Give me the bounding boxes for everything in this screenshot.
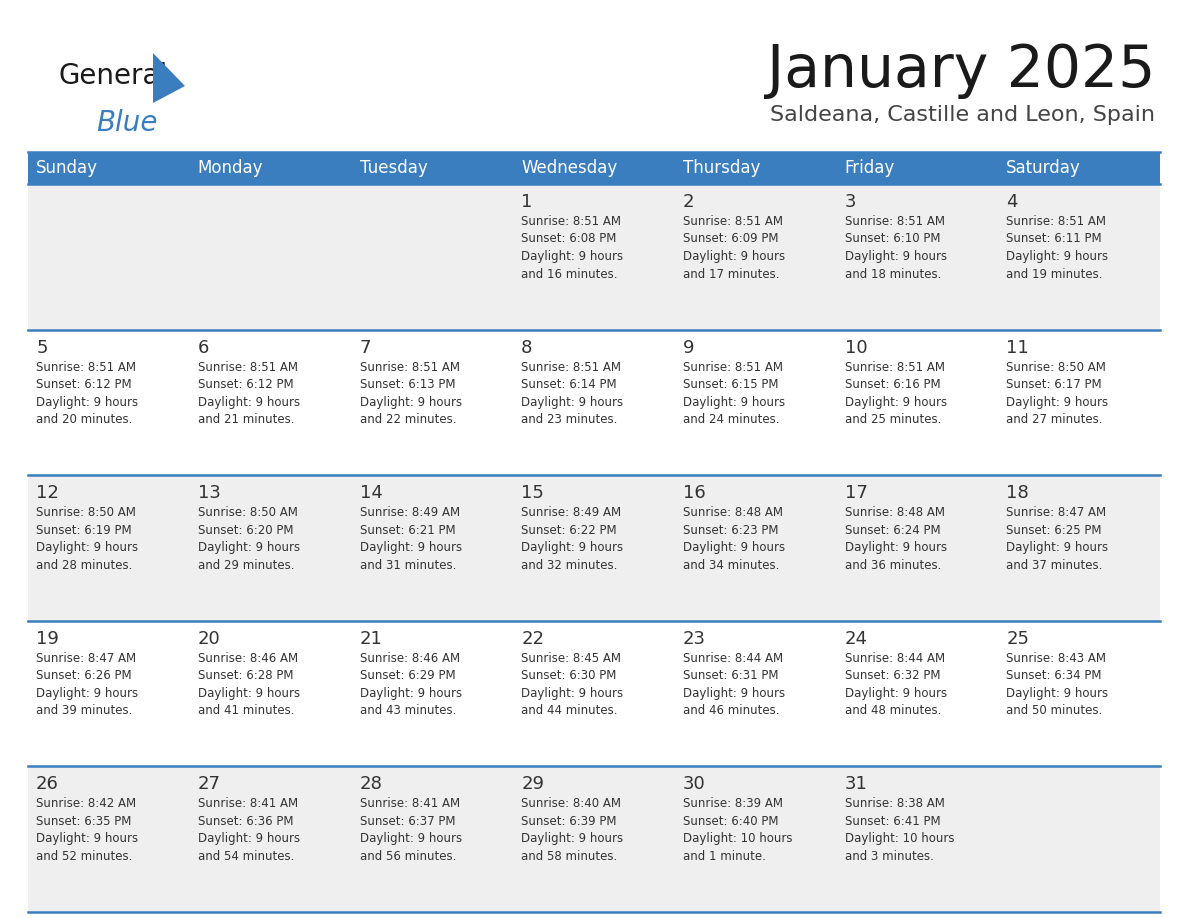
Text: 27: 27 xyxy=(197,776,221,793)
Text: Sunrise: 8:48 AM
Sunset: 6:24 PM
Daylight: 9 hours
and 36 minutes.: Sunrise: 8:48 AM Sunset: 6:24 PM Dayligh… xyxy=(845,506,947,572)
Text: 24: 24 xyxy=(845,630,867,648)
Text: Sunrise: 8:39 AM
Sunset: 6:40 PM
Daylight: 10 hours
and 1 minute.: Sunrise: 8:39 AM Sunset: 6:40 PM Dayligh… xyxy=(683,798,792,863)
Text: Sunrise: 8:44 AM
Sunset: 6:32 PM
Daylight: 9 hours
and 48 minutes.: Sunrise: 8:44 AM Sunset: 6:32 PM Dayligh… xyxy=(845,652,947,717)
Text: 23: 23 xyxy=(683,630,706,648)
Text: Sunrise: 8:50 AM
Sunset: 6:20 PM
Daylight: 9 hours
and 29 minutes.: Sunrise: 8:50 AM Sunset: 6:20 PM Dayligh… xyxy=(197,506,299,572)
Text: 26: 26 xyxy=(36,776,59,793)
Bar xyxy=(29,152,1159,184)
Text: Sunrise: 8:41 AM
Sunset: 6:37 PM
Daylight: 9 hours
and 56 minutes.: Sunrise: 8:41 AM Sunset: 6:37 PM Dayligh… xyxy=(360,798,462,863)
Text: 29: 29 xyxy=(522,776,544,793)
Text: 1: 1 xyxy=(522,193,532,211)
Text: Sunrise: 8:51 AM
Sunset: 6:10 PM
Daylight: 9 hours
and 18 minutes.: Sunrise: 8:51 AM Sunset: 6:10 PM Dayligh… xyxy=(845,215,947,281)
Text: 20: 20 xyxy=(197,630,221,648)
Text: 6: 6 xyxy=(197,339,209,356)
Polygon shape xyxy=(153,53,185,103)
Text: Sunrise: 8:47 AM
Sunset: 6:26 PM
Daylight: 9 hours
and 39 minutes.: Sunrise: 8:47 AM Sunset: 6:26 PM Dayligh… xyxy=(36,652,138,717)
Text: January 2025: January 2025 xyxy=(766,42,1155,99)
Text: Sunday: Sunday xyxy=(36,159,99,177)
Text: 4: 4 xyxy=(1006,193,1018,211)
Text: 13: 13 xyxy=(197,484,221,502)
Text: Blue: Blue xyxy=(96,109,158,137)
Text: 12: 12 xyxy=(36,484,59,502)
Text: Sunrise: 8:46 AM
Sunset: 6:28 PM
Daylight: 9 hours
and 41 minutes.: Sunrise: 8:46 AM Sunset: 6:28 PM Dayligh… xyxy=(197,652,299,717)
Text: Sunrise: 8:51 AM
Sunset: 6:11 PM
Daylight: 9 hours
and 19 minutes.: Sunrise: 8:51 AM Sunset: 6:11 PM Dayligh… xyxy=(1006,215,1108,281)
Text: Sunrise: 8:50 AM
Sunset: 6:19 PM
Daylight: 9 hours
and 28 minutes.: Sunrise: 8:50 AM Sunset: 6:19 PM Dayligh… xyxy=(36,506,138,572)
Text: Sunrise: 8:48 AM
Sunset: 6:23 PM
Daylight: 9 hours
and 34 minutes.: Sunrise: 8:48 AM Sunset: 6:23 PM Dayligh… xyxy=(683,506,785,572)
Text: 3: 3 xyxy=(845,193,857,211)
Text: Sunrise: 8:45 AM
Sunset: 6:30 PM
Daylight: 9 hours
and 44 minutes.: Sunrise: 8:45 AM Sunset: 6:30 PM Dayligh… xyxy=(522,652,624,717)
Text: Sunrise: 8:38 AM
Sunset: 6:41 PM
Daylight: 10 hours
and 3 minutes.: Sunrise: 8:38 AM Sunset: 6:41 PM Dayligh… xyxy=(845,798,954,863)
Text: 19: 19 xyxy=(36,630,59,648)
Text: 10: 10 xyxy=(845,339,867,356)
Text: Friday: Friday xyxy=(845,159,895,177)
Text: 31: 31 xyxy=(845,776,867,793)
Text: 30: 30 xyxy=(683,776,706,793)
Text: 2: 2 xyxy=(683,193,695,211)
Text: 18: 18 xyxy=(1006,484,1029,502)
Text: Tuesday: Tuesday xyxy=(360,159,428,177)
Text: Sunrise: 8:51 AM
Sunset: 6:09 PM
Daylight: 9 hours
and 17 minutes.: Sunrise: 8:51 AM Sunset: 6:09 PM Dayligh… xyxy=(683,215,785,281)
Text: Sunrise: 8:42 AM
Sunset: 6:35 PM
Daylight: 9 hours
and 52 minutes.: Sunrise: 8:42 AM Sunset: 6:35 PM Dayligh… xyxy=(36,798,138,863)
Text: 25: 25 xyxy=(1006,630,1029,648)
Text: Sunrise: 8:51 AM
Sunset: 6:08 PM
Daylight: 9 hours
and 16 minutes.: Sunrise: 8:51 AM Sunset: 6:08 PM Dayligh… xyxy=(522,215,624,281)
Text: Sunrise: 8:51 AM
Sunset: 6:12 PM
Daylight: 9 hours
and 21 minutes.: Sunrise: 8:51 AM Sunset: 6:12 PM Dayligh… xyxy=(197,361,299,426)
Text: 5: 5 xyxy=(36,339,48,356)
Bar xyxy=(29,330,1159,476)
Text: Saturday: Saturday xyxy=(1006,159,1081,177)
Text: Sunrise: 8:47 AM
Sunset: 6:25 PM
Daylight: 9 hours
and 37 minutes.: Sunrise: 8:47 AM Sunset: 6:25 PM Dayligh… xyxy=(1006,506,1108,572)
Text: Sunrise: 8:51 AM
Sunset: 6:14 PM
Daylight: 9 hours
and 23 minutes.: Sunrise: 8:51 AM Sunset: 6:14 PM Dayligh… xyxy=(522,361,624,426)
Bar xyxy=(29,767,1159,912)
Text: Sunrise: 8:49 AM
Sunset: 6:21 PM
Daylight: 9 hours
and 31 minutes.: Sunrise: 8:49 AM Sunset: 6:21 PM Dayligh… xyxy=(360,506,462,572)
Text: Sunrise: 8:46 AM
Sunset: 6:29 PM
Daylight: 9 hours
and 43 minutes.: Sunrise: 8:46 AM Sunset: 6:29 PM Dayligh… xyxy=(360,652,462,717)
Text: Sunrise: 8:51 AM
Sunset: 6:13 PM
Daylight: 9 hours
and 22 minutes.: Sunrise: 8:51 AM Sunset: 6:13 PM Dayligh… xyxy=(360,361,462,426)
Text: 14: 14 xyxy=(360,484,383,502)
Text: 7: 7 xyxy=(360,339,371,356)
Text: 21: 21 xyxy=(360,630,383,648)
Text: Sunrise: 8:50 AM
Sunset: 6:17 PM
Daylight: 9 hours
and 27 minutes.: Sunrise: 8:50 AM Sunset: 6:17 PM Dayligh… xyxy=(1006,361,1108,426)
Text: Sunrise: 8:41 AM
Sunset: 6:36 PM
Daylight: 9 hours
and 54 minutes.: Sunrise: 8:41 AM Sunset: 6:36 PM Dayligh… xyxy=(197,798,299,863)
Text: Sunrise: 8:40 AM
Sunset: 6:39 PM
Daylight: 9 hours
and 58 minutes.: Sunrise: 8:40 AM Sunset: 6:39 PM Dayligh… xyxy=(522,798,624,863)
Text: Sunrise: 8:51 AM
Sunset: 6:12 PM
Daylight: 9 hours
and 20 minutes.: Sunrise: 8:51 AM Sunset: 6:12 PM Dayligh… xyxy=(36,361,138,426)
Text: 16: 16 xyxy=(683,484,706,502)
Text: Wednesday: Wednesday xyxy=(522,159,618,177)
Text: 11: 11 xyxy=(1006,339,1029,356)
Text: 9: 9 xyxy=(683,339,695,356)
Text: 17: 17 xyxy=(845,484,867,502)
Text: General: General xyxy=(58,62,168,90)
Text: Sunrise: 8:49 AM
Sunset: 6:22 PM
Daylight: 9 hours
and 32 minutes.: Sunrise: 8:49 AM Sunset: 6:22 PM Dayligh… xyxy=(522,506,624,572)
Text: 8: 8 xyxy=(522,339,532,356)
Text: 22: 22 xyxy=(522,630,544,648)
Text: Sunrise: 8:51 AM
Sunset: 6:16 PM
Daylight: 9 hours
and 25 minutes.: Sunrise: 8:51 AM Sunset: 6:16 PM Dayligh… xyxy=(845,361,947,426)
Bar xyxy=(29,184,1159,330)
Text: Sunrise: 8:51 AM
Sunset: 6:15 PM
Daylight: 9 hours
and 24 minutes.: Sunrise: 8:51 AM Sunset: 6:15 PM Dayligh… xyxy=(683,361,785,426)
Text: Sunrise: 8:44 AM
Sunset: 6:31 PM
Daylight: 9 hours
and 46 minutes.: Sunrise: 8:44 AM Sunset: 6:31 PM Dayligh… xyxy=(683,652,785,717)
Text: 15: 15 xyxy=(522,484,544,502)
Bar xyxy=(29,621,1159,767)
Text: Saldeana, Castille and Leon, Spain: Saldeana, Castille and Leon, Spain xyxy=(770,105,1155,125)
Text: Thursday: Thursday xyxy=(683,159,760,177)
Text: Monday: Monday xyxy=(197,159,264,177)
Bar xyxy=(29,476,1159,621)
Text: Sunrise: 8:43 AM
Sunset: 6:34 PM
Daylight: 9 hours
and 50 minutes.: Sunrise: 8:43 AM Sunset: 6:34 PM Dayligh… xyxy=(1006,652,1108,717)
Text: 28: 28 xyxy=(360,776,383,793)
